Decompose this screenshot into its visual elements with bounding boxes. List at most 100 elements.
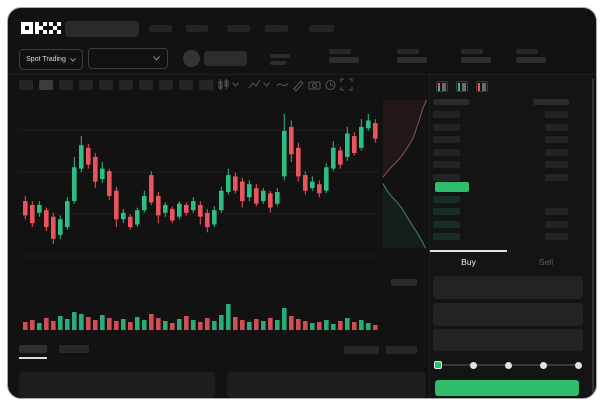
okx-logo[interactable] [21,22,61,34]
nav-item-3[interactable] [265,25,288,32]
volume-bar [331,324,336,330]
pair-name-placeholder[interactable] [204,51,247,66]
pair-selector[interactable] [88,48,168,69]
nav-item-2[interactable] [227,25,250,32]
volume-bar [310,323,315,330]
book-combined-icon[interactable] [436,81,448,92]
scrollbar[interactable] [592,78,594,396]
stat-label-0 [329,49,351,54]
price-chart[interactable] [17,99,379,339]
timeframe-button-3[interactable] [79,80,93,90]
timeframe-button-5[interactable] [119,80,133,90]
timeframe-button-8[interactable] [179,80,193,90]
candle-body [30,205,35,224]
bid-row[interactable] [430,220,588,229]
candle-body [51,216,56,239]
logo-pixel [43,22,47,26]
order-price-field[interactable] [433,276,583,299]
refresh-icon[interactable] [324,78,338,92]
icon-row [458,83,460,85]
slider-stop-50[interactable] [504,361,512,369]
camera-icon[interactable] [308,78,322,92]
candle-body [37,205,42,213]
chevron-down-icon[interactable] [232,82,239,87]
candle-body [226,175,231,192]
candle-body [331,147,336,169]
icon-row [458,89,460,91]
candle-body [114,190,119,220]
timeframe-button-4[interactable] [99,80,113,90]
ask-row[interactable] [430,135,588,144]
candle-body [177,203,182,217]
bottom-action-1[interactable] [386,346,417,354]
bid-row[interactable] [430,207,588,216]
buy-tab-underline [430,250,507,252]
slider-stop-75[interactable] [539,361,547,369]
ask-row[interactable] [430,173,588,182]
market-type-selector[interactable]: Spot Trading [19,49,83,70]
candle-body [135,210,140,225]
ask-price-bar [433,136,460,143]
timeframe-button-7[interactable] [159,80,173,90]
volume-bar [247,322,252,330]
nav-item-4[interactable] [309,25,334,32]
volume-bar [184,316,189,330]
fullscreen-icon[interactable] [340,78,354,92]
ask-row[interactable] [430,160,588,169]
slider-stop-100[interactable] [574,361,582,369]
candle-body [310,181,315,189]
buy-submit-button[interactable] [435,380,579,396]
chevron-down-icon[interactable] [263,82,270,87]
ask-price-bar [433,174,460,181]
timeframe-button-1[interactable] [39,80,53,90]
logo-pixel [21,26,25,30]
order-amount-field[interactable] [433,303,583,326]
icon-row [478,85,480,87]
volume-bar [233,317,238,330]
volume-bar [142,320,147,330]
bottom-tab-0[interactable] [19,345,47,353]
nav-item-0[interactable] [149,25,172,32]
timeframe-button-0[interactable] [19,80,33,90]
timeframe-button-6[interactable] [139,80,153,90]
draw-icon[interactable] [292,78,306,92]
timeframe-button-9[interactable] [199,80,213,90]
candle-body [23,201,28,216]
ask-price-bar [433,161,460,168]
toolbar-divider [212,79,213,91]
volume-bar [275,320,280,330]
depth-scale-placeholder[interactable] [391,279,417,286]
icon-row [481,85,486,87]
timeframe-button-2[interactable] [59,80,73,90]
volume-bar [51,321,56,330]
ask-row[interactable] [430,123,588,132]
bottom-action-0[interactable] [344,346,379,354]
slider-stop-25[interactable] [469,361,477,369]
order-total-field[interactable] [433,329,583,351]
ask-row[interactable] [430,148,588,157]
icon-row [441,83,446,85]
line-tool-icon[interactable] [276,78,290,92]
candle-style-icon[interactable] [217,78,231,92]
book-bids-only-icon[interactable] [456,81,468,92]
tab-sell[interactable]: Sell [507,255,585,269]
candle-body [373,123,378,139]
indicator-icon[interactable] [248,78,262,92]
book-asks-only-icon[interactable] [476,81,488,92]
candle-body [289,127,294,155]
icon-row [441,87,446,89]
candle-body [107,171,112,196]
bid-row[interactable] [430,232,588,241]
amount-slider[interactable] [430,355,590,373]
bid-row[interactable] [430,195,588,204]
market-type-label: Spot Trading [26,56,66,63]
slider-handle[interactable] [434,360,442,369]
ask-row[interactable] [430,110,588,119]
tab-buy[interactable]: Buy [430,255,507,269]
bottom-tab-1[interactable] [59,345,89,353]
volume-bar [93,320,98,330]
logo-pixel [53,26,57,30]
nav-item-1[interactable] [186,25,208,32]
search-input[interactable] [65,21,139,37]
